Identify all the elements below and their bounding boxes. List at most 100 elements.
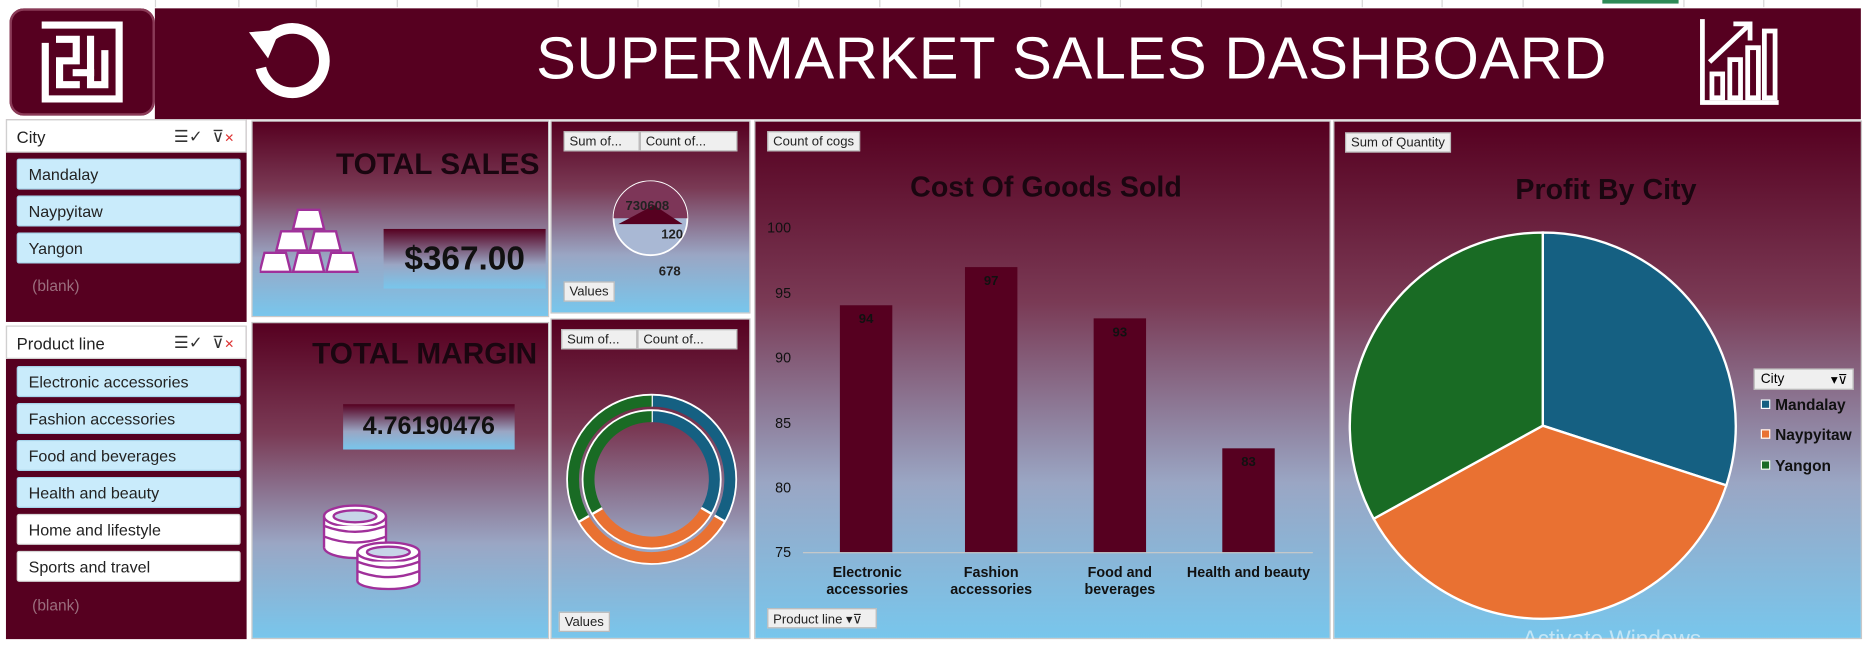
cogs-chart-panel: Count of cogs Cost Of Goods Sold 100 95 … <box>754 120 1332 641</box>
legend-item-yangon: Yangon <box>1760 457 1831 475</box>
x-category-label: Health and beauty <box>1186 563 1311 581</box>
multi-select-icon[interactable]: ☰✓ <box>173 332 203 352</box>
product-line-axis-button[interactable]: Product line ▾⊽ <box>767 608 877 629</box>
donut-separator <box>591 507 603 516</box>
y-tick: 100 <box>767 219 792 237</box>
product-slicer-item-home[interactable]: Home and lifestyle <box>16 513 241 545</box>
logo-button[interactable] <box>9 8 155 116</box>
city-slicer-item-mandalay[interactable]: Mandalay <box>16 158 241 190</box>
product-slicer-item-fashion[interactable]: Fashion accessories <box>16 403 241 435</box>
donut-panel: Sum of... Count of... Values <box>550 318 751 640</box>
legend-item-naypyitaw: Naypyitaw <box>1760 426 1852 444</box>
sum-of-quantity-button[interactable]: Sum of Quantity <box>1345 132 1451 153</box>
clear-filter-icon[interactable]: ⊽✕ <box>212 126 235 146</box>
sum-field-button[interactable]: Sum of... <box>561 329 638 350</box>
gridline <box>154 0 157 8</box>
product-slicer-item-electronic[interactable]: Electronic accessories <box>16 366 241 398</box>
sum-field-button[interactable]: Sum of... <box>563 131 640 152</box>
donut-chart[interactable] <box>556 384 747 575</box>
coins-icon <box>322 504 421 591</box>
multi-select-icon[interactable]: ☰✓ <box>173 126 203 146</box>
gridline <box>557 0 559 8</box>
page-title: SUPERMARKET SALES DASHBOARD <box>536 25 1608 92</box>
gridline <box>718 0 720 8</box>
product-slicer-item-health[interactable]: Health and beauty <box>16 476 241 508</box>
donut-ring-outline <box>566 393 738 565</box>
cogs-bar[interactable] <box>1093 318 1147 553</box>
mini-pie-slice <box>618 205 683 225</box>
values-button[interactable]: Values <box>558 611 610 632</box>
donut-segment-yangon[interactable] <box>567 394 652 522</box>
city-legend-filter[interactable]: City ▾⊽ <box>1753 368 1854 390</box>
growth-chart-icon <box>1700 19 1779 105</box>
legend-label: Mandalay <box>1775 395 1846 414</box>
count-field-button[interactable]: Count of... <box>639 131 738 152</box>
pie-slice-mandalay[interactable] <box>1541 231 1737 487</box>
total-sales-card: TOTAL SALES $367.00 <box>251 120 550 318</box>
gridline <box>238 0 240 8</box>
donut-segment-mandalay[interactable] <box>651 410 721 514</box>
pie-slice-yangon[interactable] <box>1348 231 1544 521</box>
gridline <box>798 0 800 8</box>
total-sales-value: $367.00 <box>383 228 546 289</box>
city-slicer-item-naypyitaw[interactable]: Naypyitaw <box>16 195 241 227</box>
donut-segment-naypyitaw[interactable] <box>578 515 725 564</box>
y-tick: 95 <box>775 284 792 302</box>
legend-swatch <box>1760 429 1771 439</box>
count-field-button[interactable]: Count of... <box>637 329 738 350</box>
count-of-cogs-button[interactable]: Count of cogs <box>767 131 860 152</box>
city-slicer-item-blank[interactable]: (blank) <box>32 276 80 295</box>
gridline <box>1280 0 1282 8</box>
product-slicer-header: Product line ☰✓ ⊽✕ <box>5 325 247 359</box>
donut-ring-outline <box>581 409 722 550</box>
y-tick: 90 <box>775 349 792 367</box>
mini-pie-label-678: 678 <box>658 264 681 280</box>
legend-swatch <box>1760 460 1771 470</box>
cogs-bar[interactable] <box>964 266 1018 553</box>
filter-dropdown-icon: ▾⊽ <box>1830 373 1848 388</box>
growth-chart-button[interactable] <box>1698 17 1781 114</box>
header-banner <box>154 8 1861 120</box>
total-margin-card: TOTAL MARGIN 4.76190476 <box>251 321 550 640</box>
gridline <box>1361 0 1363 8</box>
gold-bars-icon <box>259 208 359 274</box>
cogs-plot-area: 100 95 90 85 80 75 Electronic accessorie… <box>755 122 1332 641</box>
mini-pie-chart[interactable] <box>611 179 690 258</box>
profit-chart-title: Profit By City <box>1515 174 1697 207</box>
donut-segment-mandalay[interactable] <box>651 394 737 522</box>
donut-segment-yangon[interactable] <box>582 410 652 515</box>
gridline <box>476 0 478 8</box>
gridline <box>1522 0 1524 8</box>
gridline <box>1441 0 1443 8</box>
gridline <box>396 0 398 8</box>
gridline <box>1119 0 1122 8</box>
x-category-label: Electronic accessories <box>826 563 909 598</box>
gridline <box>1200 0 1203 8</box>
cogs-bar[interactable] <box>839 305 893 553</box>
legend-item-mandalay: Mandalay <box>1760 395 1846 414</box>
mini-pie-panel: Sum of... Count of... 730608 120 678 Val… <box>550 120 751 314</box>
profit-pie-chart[interactable] <box>1346 229 1739 622</box>
product-slicer-item-food[interactable]: Food and beverages <box>16 439 241 471</box>
product-slicer-item-sports[interactable]: Sports and travel <box>16 550 241 582</box>
refresh-button[interactable] <box>244 13 337 112</box>
donut-separator <box>700 506 713 515</box>
city-slicer-header: City ☰✓ ⊽✕ <box>5 119 247 153</box>
gridline <box>959 0 961 8</box>
city-slicer-item-yangon[interactable]: Yangon <box>16 232 241 264</box>
cogs-bar[interactable] <box>1222 448 1275 553</box>
x-axis-line <box>802 552 1313 554</box>
donut-separator <box>577 514 590 524</box>
donut-segment-naypyitaw[interactable] <box>591 507 712 549</box>
values-button[interactable]: Values <box>563 281 615 302</box>
clear-filter-icon[interactable]: ⊽✕ <box>212 332 235 352</box>
y-tick: 80 <box>775 479 792 497</box>
product-slicer-item-blank[interactable]: (blank) <box>32 596 80 615</box>
selected-cell-marker <box>1602 0 1679 4</box>
maze-logo-icon <box>41 21 123 103</box>
y-tick: 85 <box>775 414 792 432</box>
gridline <box>637 0 639 8</box>
pie-slice-naypyitaw[interactable] <box>1372 424 1728 621</box>
total-margin-title: TOTAL MARGIN <box>312 337 538 371</box>
x-category-label: Fashion accessories <box>950 563 1033 598</box>
